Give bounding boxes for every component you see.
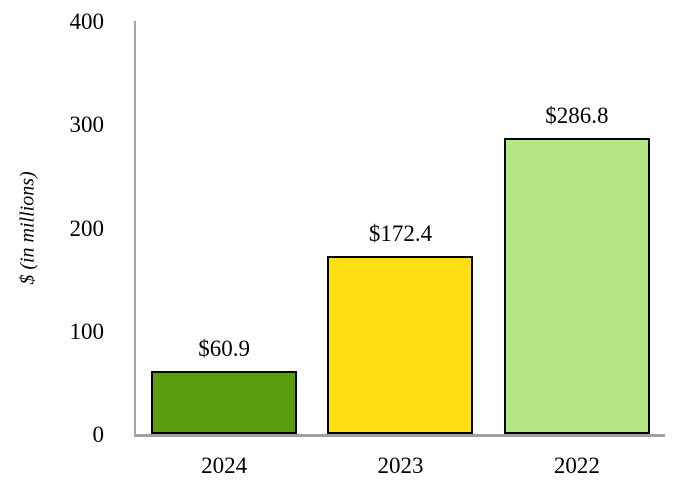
y-tick-label: 0 bbox=[92, 422, 105, 447]
bar bbox=[151, 371, 298, 434]
bar bbox=[503, 137, 650, 434]
bar-value-label: $172.4 bbox=[368, 221, 433, 246]
y-tick-label: 100 bbox=[69, 318, 105, 344]
y-tick-label: 400 bbox=[69, 9, 105, 34]
bar-group: $286.8 2022 bbox=[489, 21, 665, 478]
plot-area: $60.9 2024 $172.4 2023 $286.8 2022 bbox=[134, 21, 665, 478]
bar-value-label: $286.8 bbox=[545, 102, 609, 128]
y-tick-label: 300 bbox=[69, 112, 105, 138]
bar-group: $172.4 2023 bbox=[312, 21, 488, 478]
bar-group: $60.9 2024 bbox=[136, 21, 312, 478]
y-tick-label: 200 bbox=[69, 215, 105, 241]
bar-value-label: $60.9 bbox=[198, 336, 251, 362]
x-tick-label: 2023 bbox=[377, 453, 424, 478]
x-tick-label: 2024 bbox=[201, 453, 248, 478]
bar bbox=[327, 256, 474, 434]
x-tick-label: 2022 bbox=[553, 453, 600, 478]
